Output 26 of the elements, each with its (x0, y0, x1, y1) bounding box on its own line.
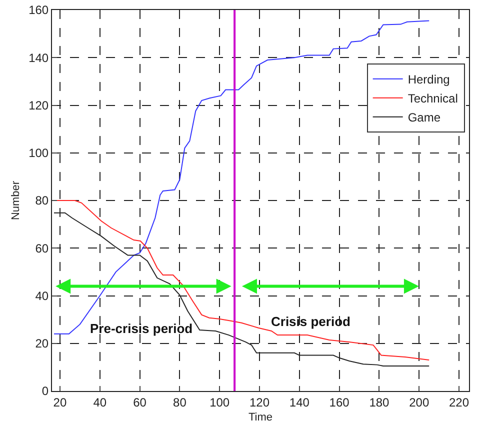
x-tick-label: 40 (93, 395, 107, 410)
legend-label: Herding (408, 72, 450, 87)
y-tick-label: 80 (35, 194, 49, 208)
y-tick-label: 160 (28, 3, 49, 18)
legend-label: Technical (408, 92, 458, 106)
x-tick-label: 160 (329, 395, 350, 410)
legend-label: Game (408, 110, 441, 125)
x-tick-label: 80 (173, 395, 187, 410)
y-tick-label: 40 (35, 288, 49, 303)
y-tick-label: 0 (42, 384, 49, 398)
x-tick-label: 220 (449, 395, 470, 410)
x-tick-label: 140 (289, 395, 310, 410)
x-tick-label: 180 (369, 395, 390, 410)
y-tick-label: 120 (28, 98, 49, 112)
y-tick-label: 60 (35, 241, 49, 256)
x-axis-title: Time (248, 412, 273, 424)
x-tick-label: 100 (210, 395, 230, 410)
x-tick-label: 60 (133, 395, 147, 410)
y-tick-label: 20 (35, 336, 49, 351)
y-axis-title: Number (10, 180, 22, 220)
x-tick-label: 120 (249, 395, 270, 410)
annotation: Pre-crisis period (90, 321, 193, 336)
x-tick-label: 200 (409, 395, 430, 410)
y-tick-label: 140 (28, 50, 49, 65)
y-tick-label: 100 (28, 146, 49, 160)
x-tick-label: 20 (53, 395, 67, 410)
